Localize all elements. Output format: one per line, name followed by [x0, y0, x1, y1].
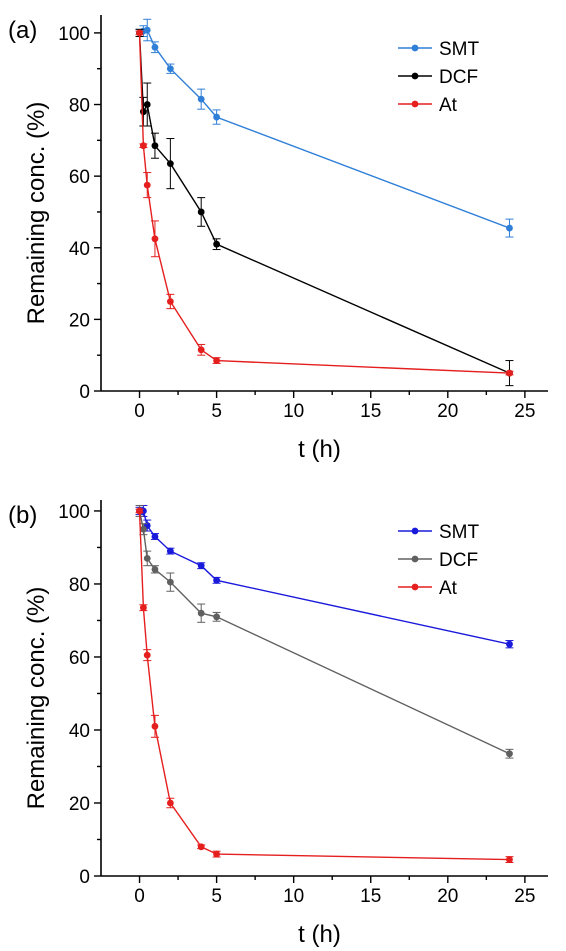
x-tick-label: 15 [360, 401, 381, 422]
data-point [506, 640, 513, 648]
x-tick-label: 10 [283, 401, 304, 422]
x-tick-label: 15 [360, 886, 381, 907]
legend-label: At [439, 578, 458, 599]
data-point [151, 533, 159, 540]
data-point [197, 562, 205, 570]
data-point [166, 547, 174, 555]
panel-label: (a) [8, 17, 37, 44]
series-dcf: DCF [135, 28, 514, 387]
x-tick-label: 0 [134, 886, 145, 907]
y-tick-label: 80 [69, 575, 90, 596]
data-point [166, 799, 174, 807]
series-smt: SMT [135, 18, 514, 238]
panel-a: 0 5 10 15 20 25 0 20 40 60 80 100 t (h) Remaining con… [8, 15, 548, 463]
data-point [151, 235, 159, 243]
data-point [506, 750, 513, 758]
panel-label: (b) [8, 502, 37, 529]
data-point [143, 181, 151, 189]
data-point [506, 224, 513, 232]
y-tick-label: 100 [58, 24, 90, 45]
x-tick-label: 20 [437, 401, 458, 422]
x-tick-label: 10 [283, 886, 304, 907]
legend-label: DCF [439, 67, 478, 88]
data-point [166, 298, 174, 305]
data-point [197, 95, 205, 103]
data-point [139, 604, 147, 612]
legend-marker [411, 555, 419, 563]
x-tick-label: 25 [514, 886, 535, 907]
data-point [213, 113, 221, 121]
data-point [143, 555, 151, 562]
data-point [143, 651, 151, 659]
data-point [139, 525, 147, 533]
data-point [506, 369, 513, 377]
data-point [143, 101, 151, 108]
data-point [213, 357, 221, 364]
data-point [197, 208, 205, 216]
legend-marker [411, 100, 419, 108]
y-axis-label: Remaining conc. (%) [23, 102, 50, 325]
y-tick-label: 60 [69, 648, 90, 669]
data-point [151, 565, 159, 573]
data-point [136, 29, 143, 37]
data-point [213, 240, 221, 248]
data-point [136, 507, 143, 515]
data-point [166, 578, 174, 586]
data-point [197, 843, 205, 851]
series-at: At [135, 507, 514, 863]
data-point [151, 43, 159, 51]
x-tick-label: 25 [514, 401, 535, 422]
data-point [506, 856, 513, 863]
legend-marker [411, 72, 419, 80]
data-point [139, 108, 147, 116]
x-axis-label: t (h) [298, 436, 341, 463]
data-point [213, 850, 221, 858]
data-point [151, 722, 159, 730]
y-tick-label: 60 [69, 167, 90, 188]
data-point [213, 576, 221, 584]
data-point [197, 609, 205, 617]
legend-marker [411, 44, 419, 52]
series-at: At [135, 29, 514, 377]
legend-label: At [439, 95, 458, 116]
y-tick-label: 20 [69, 310, 90, 331]
data-point [166, 160, 174, 168]
data-point [213, 613, 221, 621]
data-point [197, 346, 205, 354]
legend-label: DCF [439, 550, 478, 571]
data-point [166, 65, 174, 73]
legend-marker [411, 583, 419, 591]
y-tick-label: 0 [79, 382, 90, 403]
x-axis-label: t (h) [298, 921, 341, 948]
y-tick-label: 100 [58, 502, 90, 523]
legend-marker [411, 527, 419, 535]
y-tick-label: 20 [69, 794, 90, 815]
data-point [139, 142, 147, 150]
x-tick-label: 5 [211, 401, 222, 422]
legend-label: SMT [439, 522, 480, 543]
y-tick-label: 0 [79, 867, 90, 888]
legend-label: SMT [439, 39, 480, 60]
y-axis-label: Remaining conc. (%) [23, 587, 50, 810]
panel-b: 0 5 10 15 20 25 0 20 40 60 80 100 t (h) Remaining con… [8, 500, 548, 948]
x-tick-label: 5 [211, 886, 222, 907]
data-point [143, 26, 151, 34]
data-point [151, 142, 159, 150]
y-tick-label: 40 [69, 721, 90, 742]
x-tick-label: 0 [134, 401, 145, 422]
x-tick-label: 20 [437, 886, 458, 907]
y-tick-label: 80 [69, 96, 90, 117]
series-smt: SMT [135, 504, 514, 649]
y-tick-label: 40 [69, 239, 90, 260]
series-dcf: DCF [135, 504, 514, 759]
